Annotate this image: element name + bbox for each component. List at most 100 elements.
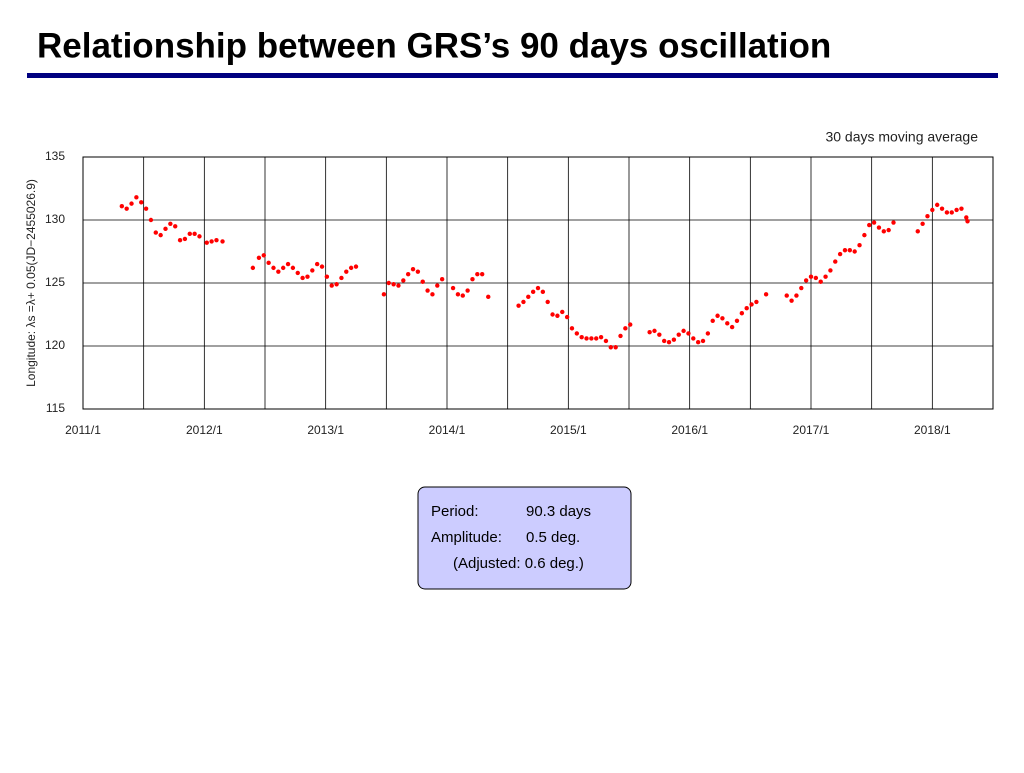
data-point xyxy=(415,269,421,274)
data-point xyxy=(396,283,401,288)
data-point xyxy=(818,279,823,284)
data-point xyxy=(564,314,570,320)
y-tick-label: 130 xyxy=(45,212,65,226)
data-point xyxy=(530,289,536,295)
data-point xyxy=(734,318,740,323)
info-label: Amplitude: xyxy=(431,529,502,546)
data-point xyxy=(521,299,526,305)
data-point xyxy=(310,268,315,273)
data-point xyxy=(763,292,769,297)
data-point xyxy=(794,293,799,298)
data-point xyxy=(158,232,163,238)
data-point xyxy=(455,292,461,297)
data-point xyxy=(959,206,964,211)
data-point xyxy=(618,333,623,339)
data-point xyxy=(754,299,759,305)
data-point xyxy=(954,207,959,213)
data-point xyxy=(934,202,940,208)
data-point xyxy=(871,220,877,225)
data-point xyxy=(177,237,183,243)
x-tick-label: 2013/1 xyxy=(307,423,344,437)
data-point xyxy=(598,334,604,340)
data-point xyxy=(852,249,857,254)
data-point xyxy=(710,318,715,323)
data-point xyxy=(939,206,945,211)
data-point xyxy=(603,338,609,344)
y-tick-label: 125 xyxy=(45,275,65,289)
data-point xyxy=(266,260,271,266)
title-rule xyxy=(27,73,998,78)
data-point xyxy=(192,231,197,237)
plot: 115 120 125 130 135 2011/1 2012/1 2013/1 2014/1 2… xyxy=(45,149,994,437)
data-point xyxy=(261,253,266,258)
data-point xyxy=(348,265,354,271)
data-point xyxy=(124,206,129,211)
data-point xyxy=(353,264,359,269)
data-point xyxy=(204,240,209,245)
data-point xyxy=(594,336,599,341)
data-point xyxy=(460,293,465,298)
data-point xyxy=(813,275,819,281)
data-point xyxy=(550,312,555,317)
x-tick-label: 2015/1 xyxy=(550,423,587,437)
data-point xyxy=(435,283,440,288)
data-point xyxy=(652,328,657,334)
data-point xyxy=(420,279,425,284)
data-point xyxy=(799,285,804,291)
data-point xyxy=(220,239,225,244)
data-point xyxy=(281,265,286,271)
data-point xyxy=(842,248,848,253)
data-point xyxy=(250,265,256,271)
data-point xyxy=(964,215,969,220)
info-value: 0.5 deg. xyxy=(526,529,580,546)
data-point xyxy=(857,243,862,248)
data-point xyxy=(915,229,920,234)
data-point xyxy=(465,288,470,293)
data-point xyxy=(314,261,320,267)
data-point xyxy=(479,271,485,277)
data-point xyxy=(271,265,276,271)
data-point xyxy=(676,332,681,337)
data-point xyxy=(439,277,445,282)
data-point xyxy=(540,289,546,295)
data-point xyxy=(569,326,575,331)
x-tick-label: 2018/1 xyxy=(914,423,951,437)
data-point xyxy=(134,195,139,200)
data-point xyxy=(129,201,134,206)
data-point xyxy=(555,313,560,318)
data-point xyxy=(828,268,833,273)
data-point xyxy=(749,302,754,307)
info-label: Period: xyxy=(431,503,479,520)
data-point xyxy=(925,214,930,219)
data-point xyxy=(608,345,613,350)
data-point xyxy=(657,332,662,337)
x-tick-label: 2012/1 xyxy=(186,423,223,437)
data-point xyxy=(470,277,475,282)
data-point xyxy=(516,303,521,308)
annotation: 30 days moving average xyxy=(825,129,978,145)
data-point xyxy=(686,331,691,336)
info-note: (Adjusted: 0.6 deg.) xyxy=(453,555,584,572)
data-point xyxy=(430,292,435,297)
data-point xyxy=(182,236,188,242)
data-point xyxy=(187,231,192,237)
data-point xyxy=(744,306,749,311)
data-point xyxy=(700,338,706,344)
data-point xyxy=(584,336,589,341)
data-point xyxy=(920,221,925,226)
x-tick-label: 2017/1 xyxy=(793,423,830,437)
y-tick-label: 115 xyxy=(46,401,65,415)
data-point xyxy=(930,207,935,213)
data-point xyxy=(862,232,867,238)
slide-title: Relationship between GRS’s 90 days oscil… xyxy=(37,26,831,65)
info-value: 90.3 days xyxy=(526,503,591,520)
data-point xyxy=(661,338,667,344)
data-point xyxy=(119,203,125,209)
data-point xyxy=(720,316,725,321)
data-point xyxy=(425,288,430,293)
data-point xyxy=(823,274,828,279)
data-point xyxy=(197,234,202,239)
data-point xyxy=(729,324,735,330)
